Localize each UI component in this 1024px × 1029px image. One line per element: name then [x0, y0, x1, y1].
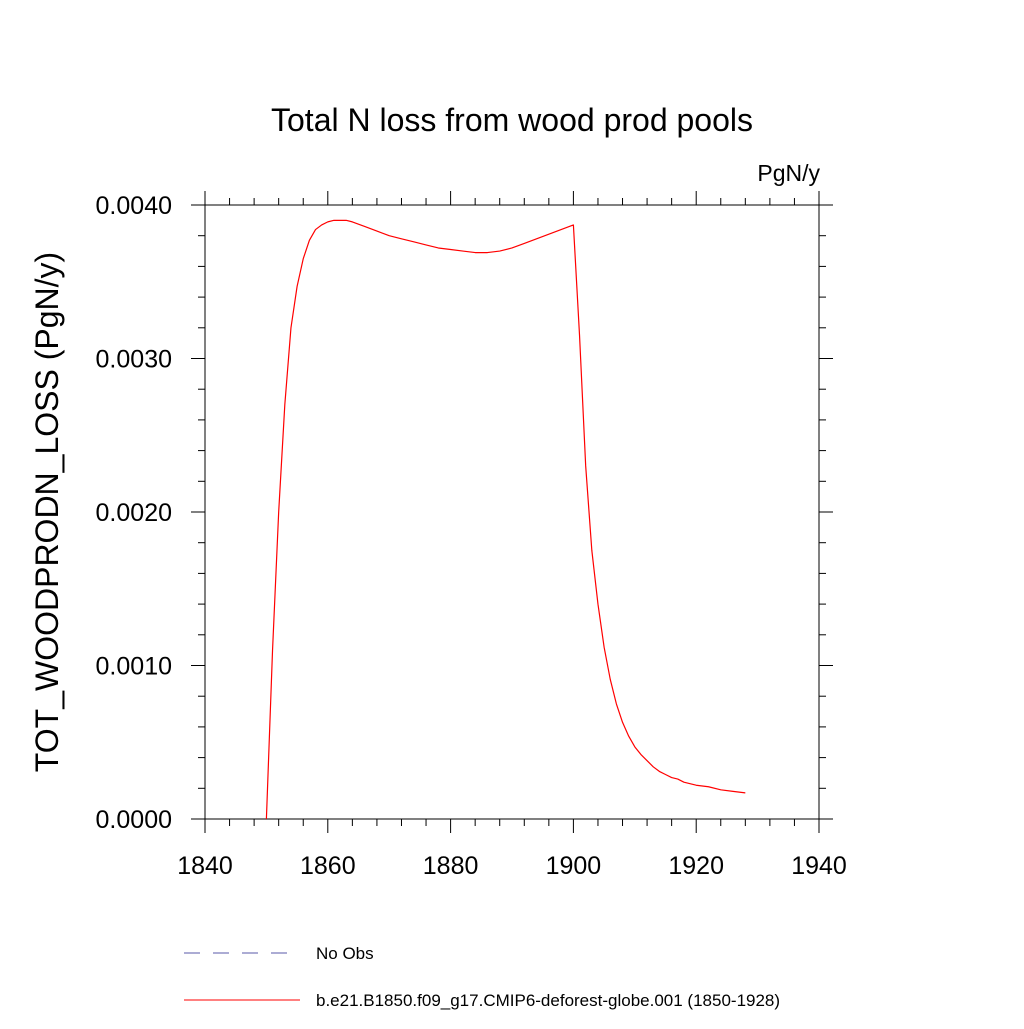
x-tick-label: 1900	[546, 852, 602, 880]
series-line	[265, 219, 746, 820]
y-axis-label: TOT_WOODPRODN_LOSS (PgN/y)	[29, 252, 65, 772]
legend: No Obs b.e21.B1850.f09_g17.CMIP6-deforest…	[184, 944, 780, 1010]
legend-label: No Obs	[316, 944, 374, 963]
chart-title: Total N loss from wood prod pools	[271, 102, 753, 138]
series-layer	[265, 219, 746, 820]
x-tick-label: 1840	[177, 852, 233, 880]
y-tick-label: 0.0030	[96, 346, 172, 374]
y-tick-label: 0.0040	[96, 192, 172, 220]
x-tick-label: 1860	[300, 852, 356, 880]
y-tick-label: 0.0000	[96, 806, 172, 834]
axis-ticks: 1840 1860 1880 1900 1920 1940 0.0000 0.0010 0.00…	[96, 191, 847, 880]
units-label: PgN/y	[757, 160, 820, 186]
x-tick-label: 1920	[668, 852, 724, 880]
y-tick-label: 0.0010	[96, 653, 172, 681]
y-tick-label: 0.0020	[96, 499, 172, 527]
x-tick-label: 1880	[423, 852, 479, 880]
plot-frame	[204, 204, 820, 820]
legend-label: b.e21.B1850.f09_g17.CMIP6-deforest-globe…	[316, 991, 780, 1010]
x-tick-label: 1940	[791, 852, 847, 880]
